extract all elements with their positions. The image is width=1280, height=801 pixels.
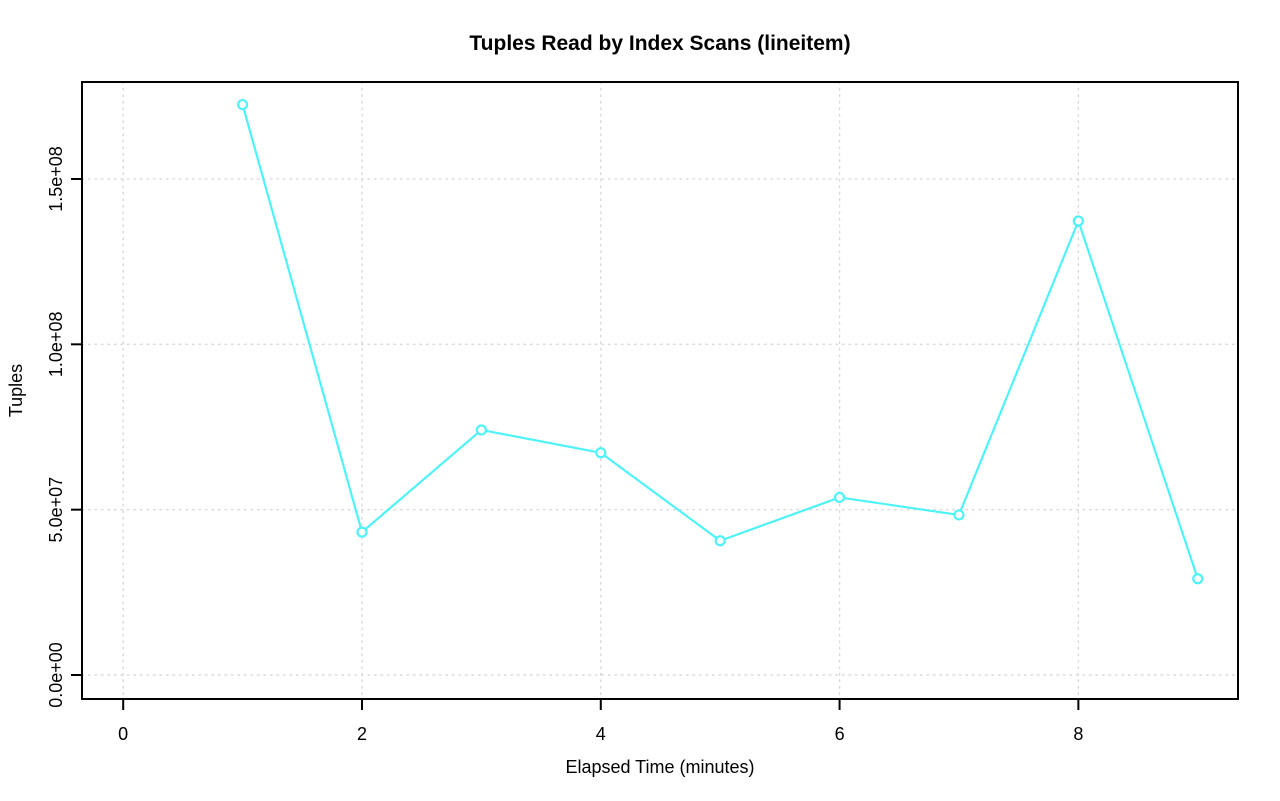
grid-lines (81, 81, 1239, 700)
data-point (595, 447, 607, 459)
y-tick-label: 0.0e+00 (46, 642, 66, 708)
y-tick-label: 5.0e+07 (46, 477, 66, 543)
chart-title: Tuples Read by Index Scans (lineitem) (469, 32, 850, 55)
plot-border (81, 81, 1239, 700)
tick-labels: 0 2 4 6 8 0.0e+00 5.0e+07 1.0e+08 1.5e+08 (46, 146, 1083, 744)
x-tick-label: 2 (357, 724, 367, 744)
data-point (714, 535, 726, 547)
x-tick-label: 4 (596, 724, 606, 744)
y-axis-title: Tuples (6, 364, 26, 417)
y-tick-label: 1.5e+08 (46, 146, 66, 212)
x-tick-label: 6 (835, 724, 845, 744)
data-point (236, 98, 249, 111)
data-point (1072, 215, 1084, 227)
y-tick-label: 1.0e+08 (46, 312, 66, 378)
x-tick-label: 0 (118, 724, 128, 744)
x-tick-label: 8 (1073, 724, 1083, 744)
axes (71, 81, 1239, 710)
data-series (236, 98, 1204, 585)
data-point (1192, 573, 1204, 585)
data-point (356, 526, 368, 538)
data-point (953, 509, 965, 521)
data-point (833, 491, 846, 504)
x-axis-title: Elapsed Time (minutes) (565, 757, 754, 777)
data-point (475, 424, 487, 436)
